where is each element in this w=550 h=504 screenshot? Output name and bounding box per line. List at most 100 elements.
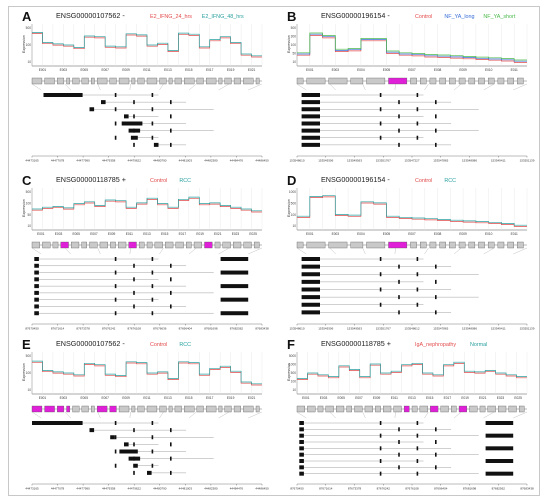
transcript-exon (133, 456, 135, 461)
connector-line (453, 411, 462, 419)
exon-label: E005 (383, 68, 391, 72)
transcript-exon (301, 135, 320, 140)
transcript-exon (416, 446, 419, 451)
exon-block (366, 241, 386, 249)
connector-line (97, 83, 101, 91)
expression-line (297, 361, 527, 379)
connector-line (362, 247, 366, 255)
y-tick-label: 300 (291, 35, 297, 39)
connector-line (394, 247, 396, 255)
exon-block (196, 77, 204, 85)
transcript-exon (398, 310, 400, 315)
transcript-exon (416, 433, 419, 438)
exon-block (96, 405, 108, 413)
coordinate-label: 153547865 (433, 327, 448, 331)
exon-block (44, 405, 55, 413)
coordinate-label: 153549411 (491, 327, 506, 331)
transcript-exon (151, 135, 154, 140)
transcript-exon (398, 264, 400, 269)
transcript-exon (416, 421, 419, 425)
transcript-exon (398, 452, 400, 457)
gene-title: ENSG00000118785 + (321, 339, 391, 348)
legend-entry: NF_YA_long (444, 14, 474, 20)
connector-line (513, 411, 528, 419)
coordinate-label: 44482380 (204, 159, 218, 163)
exon-block (383, 405, 392, 413)
exon-label: E019 (227, 396, 235, 400)
legend-entry: E2_IFNG_24_hrs (150, 14, 192, 20)
coordinate-label: 87683438 (255, 327, 269, 331)
exon-label: E013 (408, 396, 416, 400)
exon-block (159, 405, 167, 413)
exon-label: E009 (373, 396, 381, 400)
transcript-exon (151, 297, 154, 302)
coordinate-label: 87671614 (319, 487, 333, 491)
panel-d: D ENSG00000196154 - Control RCCExpression10… (287, 173, 535, 331)
gene-title: ENSG00000107562 - (56, 339, 125, 348)
transcript-exon (133, 470, 135, 475)
exon-block (243, 241, 252, 249)
exon-block (131, 405, 136, 413)
connector-line (218, 247, 230, 255)
transcript-exon (119, 449, 138, 454)
expression-line (297, 32, 527, 61)
exon-block (184, 405, 195, 413)
y-axis-label: Expression (22, 199, 26, 217)
transcript-exon (435, 310, 437, 315)
coordinate-label: 44477990 (76, 487, 90, 491)
transcript-exon (89, 107, 95, 112)
exon-label: E008 (434, 68, 442, 72)
exon-block (42, 241, 51, 249)
transcript-exon (34, 290, 39, 295)
transcript-exon (114, 311, 117, 316)
exon-label: E021 (248, 68, 256, 72)
exon-block (328, 241, 348, 249)
transcript-exon (114, 257, 117, 261)
coordinate-label: 44482380 (204, 487, 218, 491)
legend-entry: Control (150, 178, 167, 184)
y-tick-label: 100 (26, 43, 32, 47)
exon-label: E001 (306, 68, 314, 72)
panel-f: F ENSG00000118785 + IgA_nephropathy Normal E… (287, 337, 534, 491)
coordinate-label: 153551767 (376, 159, 391, 163)
exon-block (364, 405, 373, 413)
transcript-exon (151, 463, 154, 468)
transcript-exon (151, 284, 154, 289)
exon-block (205, 405, 217, 413)
coordinate-label: 153548612 (404, 327, 419, 331)
exon-block (196, 405, 204, 413)
exon-block (165, 241, 174, 249)
connector-line (218, 83, 230, 91)
exon-block (449, 241, 456, 249)
exon-label: E011 (511, 68, 518, 72)
connector-line (188, 411, 197, 419)
transcript-exon (170, 442, 172, 447)
transcript-exon (170, 100, 172, 105)
coordinate-label: 153549563 (347, 159, 362, 163)
exon-block (487, 77, 495, 85)
exon-block (110, 241, 116, 249)
transcript-exon (416, 459, 419, 463)
transcript-exon (170, 114, 172, 119)
transcript-exon (170, 428, 172, 433)
coordinate-label: 44479358 (102, 487, 116, 491)
y-tick-label: 10 (27, 60, 31, 64)
transcript-exon (133, 463, 138, 468)
coordinate-label: 44486450 (255, 159, 269, 163)
transcript-exon (220, 270, 249, 275)
transcript-exon (379, 107, 382, 112)
transcript-exon (220, 257, 249, 261)
connector-line (453, 247, 462, 255)
transcript-exon (301, 310, 320, 315)
transcript-exon (435, 128, 437, 133)
exon-label: E003 (60, 396, 68, 400)
exon-block (403, 405, 410, 413)
coordinate-label: 87671614 (51, 327, 65, 331)
y-tick-label: 500 (291, 202, 297, 206)
exon-label: E007 (408, 232, 416, 236)
exon-label: E004 (357, 232, 365, 236)
panel-b: B ENSG00000196154 - Control NF_YA_long NF_YA… (287, 9, 535, 163)
exon-label: E021 (214, 232, 222, 236)
exon-block (218, 77, 223, 85)
connector-line (394, 411, 396, 419)
